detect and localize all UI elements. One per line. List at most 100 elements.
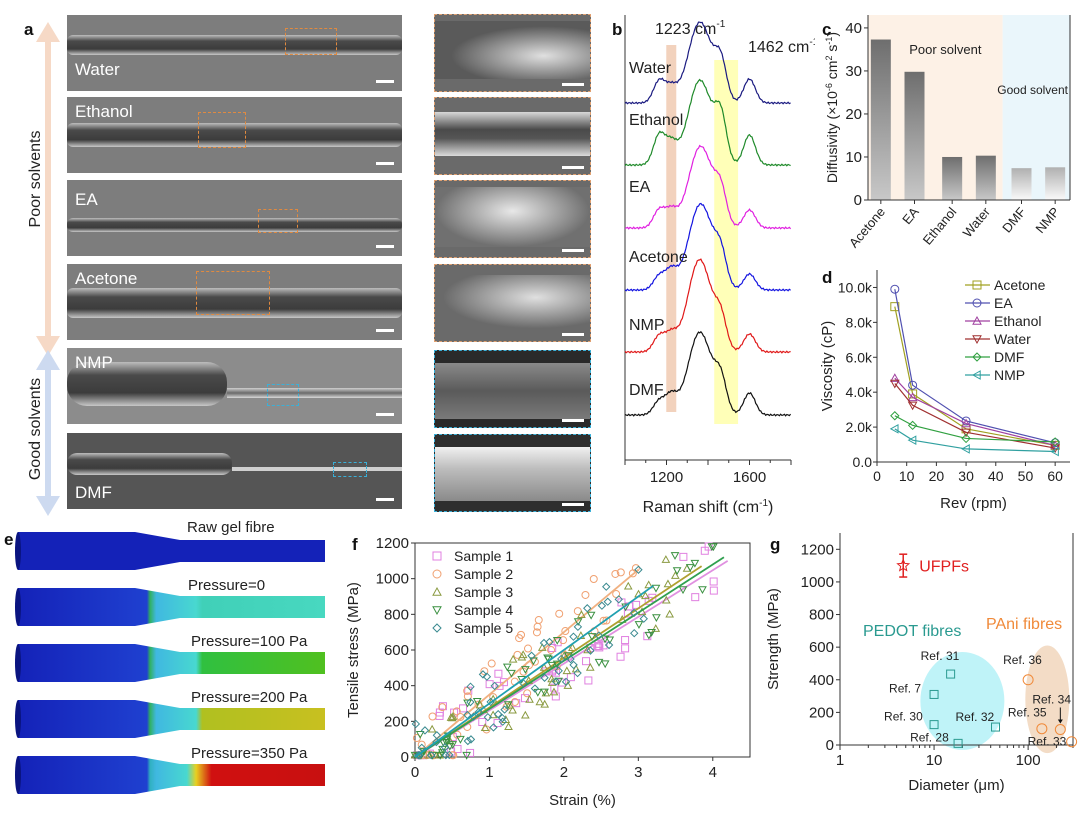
data-point	[540, 699, 550, 708]
sem-label: Water	[75, 60, 120, 79]
spectrum-water: Water	[624, 21, 791, 105]
data-point	[573, 668, 582, 678]
data-point	[889, 379, 900, 389]
data-point	[523, 689, 532, 698]
data-point	[581, 590, 590, 599]
data-point	[678, 586, 688, 595]
data-point	[549, 687, 559, 696]
y-tick-label: 6.0k	[846, 349, 873, 365]
legend-item: DMF	[965, 349, 1024, 365]
solvent-arrows	[36, 22, 60, 516]
data-point	[582, 657, 591, 666]
zoom-image-acetone	[434, 264, 591, 342]
data-point	[411, 719, 421, 729]
pani-point	[1066, 736, 1078, 748]
x-tick-label: Ethanol	[920, 204, 960, 248]
scale-bar	[562, 83, 584, 86]
data-point	[561, 627, 570, 636]
data-point	[670, 552, 680, 560]
pressure-label: Pressure=350 Pa	[191, 745, 308, 762]
scale-bar	[562, 249, 584, 252]
legend-label: Sample 3	[454, 584, 513, 600]
y-tick-label: 40	[845, 20, 862, 37]
data-point	[644, 631, 654, 640]
raman-chart: 1200 1600 Raman shift (cm-1) 1223 cm-1 1462 …	[624, 15, 815, 516]
y-tick-label: 200	[384, 713, 409, 730]
spectrum-label: Water	[629, 60, 672, 77]
fibre-body	[18, 756, 325, 794]
data-point	[691, 593, 700, 602]
y-tick-label: 400	[809, 672, 834, 689]
data-point	[1050, 446, 1059, 457]
y-tick-label: 800	[384, 606, 409, 623]
data-point	[530, 684, 540, 693]
x-axis-label: Strain (%)	[549, 792, 616, 809]
fibre-end	[15, 700, 21, 738]
legend-label: NMP	[994, 367, 1025, 383]
y-tick-label: 20	[845, 106, 862, 123]
y-tick-label: 0	[854, 192, 862, 209]
spectrum-acetone: Acetone	[624, 202, 791, 292]
spectrum-line	[624, 202, 791, 292]
diffusivity-chart: Poor solvent Good solvent Acetone EAEthanol…	[824, 15, 1071, 250]
x-tick-label: 60	[1047, 468, 1063, 484]
data-point	[494, 669, 503, 678]
pani-label: PAni fibres	[986, 616, 1062, 633]
bar-acetone	[870, 39, 891, 200]
data-point	[493, 709, 503, 719]
band-1223	[666, 45, 677, 412]
data-point	[698, 586, 707, 595]
pressure-label: Pressure=100 Pa	[191, 633, 308, 650]
legend-item: Water	[965, 331, 1031, 347]
spectrum-label: DMF	[629, 382, 664, 399]
x-tick-label: 0	[873, 468, 881, 484]
data-point	[961, 444, 970, 454]
data-point	[462, 751, 471, 760]
data-point	[527, 651, 536, 660]
data-point	[438, 703, 447, 712]
legend-label: Sample 4	[454, 602, 513, 618]
data-point	[569, 632, 578, 641]
data-point	[614, 595, 623, 604]
data-point	[907, 401, 918, 411]
data-point	[709, 586, 718, 595]
legend-item: Sample 5	[432, 620, 513, 636]
data-point	[487, 659, 496, 668]
data-point	[661, 595, 671, 604]
sem-label: Ethanol	[75, 102, 133, 121]
data-point	[535, 697, 545, 706]
data-point	[498, 713, 507, 723]
bar-ethanol	[942, 156, 963, 200]
y-tick-label: 0	[826, 737, 834, 754]
data-point	[587, 633, 597, 641]
x-tick-label: Water	[960, 204, 994, 240]
spectrum-label: Acetone	[629, 249, 688, 266]
data-point	[417, 740, 426, 749]
data-point	[445, 750, 454, 760]
spectrum-line	[624, 258, 791, 354]
roi-box	[333, 462, 367, 477]
legend-marker	[972, 335, 982, 345]
data-point	[602, 582, 611, 591]
data-point	[709, 543, 718, 552]
pedot-label: PEDOT fibres	[863, 623, 961, 640]
series-line	[894, 415, 1056, 443]
data-point	[634, 565, 643, 574]
pani-point	[1036, 723, 1048, 735]
x-tick-label: 4	[709, 764, 717, 781]
data-point	[519, 667, 528, 676]
roi-box	[285, 28, 337, 55]
data-point	[525, 694, 534, 703]
data-point	[427, 751, 436, 760]
data-point	[502, 702, 511, 711]
roi-box	[258, 209, 298, 233]
data-point	[889, 373, 900, 382]
data-point	[651, 624, 661, 632]
x-tick-label: 30	[958, 468, 974, 484]
data-point	[889, 423, 899, 434]
series-line	[894, 377, 1056, 447]
y-axis-label: Strength (MPa)	[765, 588, 782, 690]
data-point	[583, 645, 592, 654]
data-point	[670, 571, 680, 579]
y-tick-label: 200	[809, 704, 834, 721]
